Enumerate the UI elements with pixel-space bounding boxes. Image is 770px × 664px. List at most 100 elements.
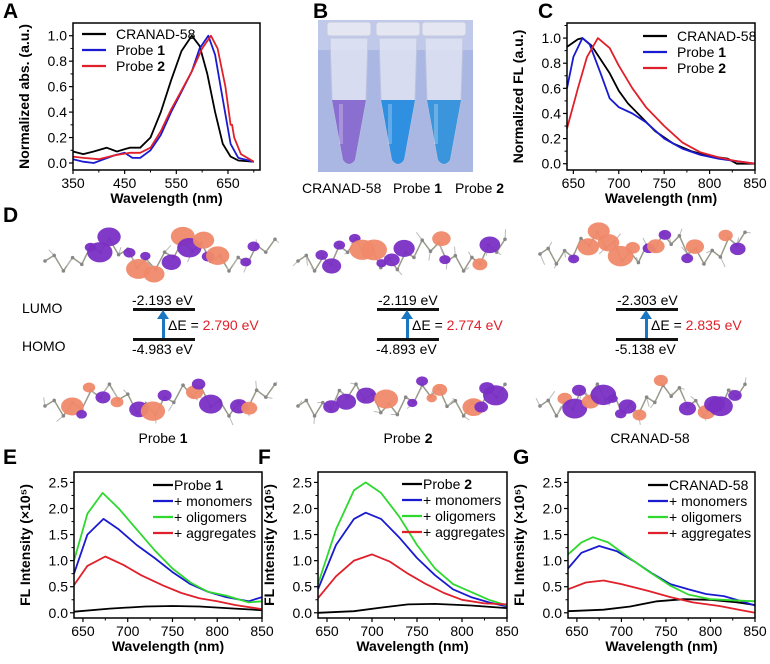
orbital-lobe-negative <box>568 254 580 264</box>
molecule-caption-cranad58: CRANAD-58 <box>610 430 690 446</box>
legend-text: Probe 2 <box>677 60 726 76</box>
x-axis-label: Wavelength (nm) <box>110 190 222 206</box>
legend: Probe 2+ monomers+ oligomers+ aggregates <box>402 476 505 540</box>
series-line-probe-1 <box>566 37 756 165</box>
molecule-atom <box>354 382 358 386</box>
homo-energy: -5.138 eV <box>615 341 676 357</box>
y-tick-label: 1.0 <box>542 30 562 46</box>
x-tick-label: 850 <box>743 175 767 191</box>
legend-item: Probe 2 <box>402 476 472 492</box>
x-axis-label: Wavelength (nm) <box>112 638 224 654</box>
orbital-lobe-positive <box>597 234 620 252</box>
lumo-orbital-cranad58 <box>538 222 751 269</box>
legend-text: Probe 2 <box>423 476 472 492</box>
x-tick-label: 750 <box>654 623 678 639</box>
molecule-atom <box>503 237 507 242</box>
orbital-lobe-negative <box>123 247 136 258</box>
series-line-aggregates <box>73 555 263 610</box>
x-tick-label: 650 <box>562 175 586 191</box>
tube-caption-probe2: Probe 2 <box>455 180 505 196</box>
orbital-lobe-positive <box>472 258 488 271</box>
x-tick-label: 650 <box>71 623 95 639</box>
panel-label-f: F <box>258 446 271 469</box>
molecule-bond <box>539 253 546 265</box>
molecule-atom <box>321 400 325 405</box>
panel-label-d: D <box>3 204 19 227</box>
homo-orbital-probe2 <box>296 376 509 424</box>
legend-text: + monomers <box>423 492 501 508</box>
plot-frame <box>73 471 263 619</box>
x-tick-label: 850 <box>495 623 519 639</box>
tube-2 <box>421 21 467 165</box>
legend-text-prefix: Probe <box>116 58 157 74</box>
orbital-lobe-negative <box>95 391 111 404</box>
orbital-lobe-positive <box>82 382 96 393</box>
molecule-atom <box>337 388 342 393</box>
lumo-energy: -2.303 eV <box>617 292 678 308</box>
y-axis-label: FL Intensity (×10⁵) <box>261 484 277 606</box>
orbital-lobe-negative <box>157 389 172 402</box>
legend-text: CRANAD-58 <box>669 477 749 493</box>
molecule-atom <box>264 395 268 399</box>
plot-frame <box>317 471 508 619</box>
molecule-atom <box>70 255 75 260</box>
x-tick-label: 750 <box>652 175 676 191</box>
lumo-orbital-probe2 <box>292 229 507 276</box>
molecule-atom <box>445 404 449 409</box>
arrowhead-icon <box>640 310 652 319</box>
molecule-atom <box>743 230 747 235</box>
series-line-monomers <box>73 518 263 603</box>
homo-level-line <box>133 338 195 341</box>
chart-a: 350 450 550 650 0.0 0.2 0.4 0.6 0.8 1.0 Wavelength… <box>16 22 261 206</box>
y-tick-label: 1.5 <box>293 527 313 543</box>
orbital-lobe-positive <box>426 393 437 403</box>
series-line-oligomers <box>567 536 756 603</box>
energy-gap: ΔE = 2.774 eV <box>412 317 503 333</box>
molecule-atom <box>296 259 300 263</box>
legend-item: + oligomers <box>153 509 247 525</box>
orbital-lobe-positive <box>577 238 600 256</box>
legend-text-prefix: Probe <box>677 44 718 60</box>
orbital-lobe-negative <box>87 242 113 263</box>
molecule-atom <box>538 252 542 256</box>
molecule-atom <box>296 404 300 408</box>
molecule-atom <box>43 404 47 408</box>
tube-solution <box>332 100 366 164</box>
molecule-atom <box>181 383 185 388</box>
legend-item: + aggregates <box>648 525 751 541</box>
tube-caption-probe1: Probe 1 <box>393 180 443 196</box>
x-tick-label: 850 <box>743 623 767 639</box>
y-tick-label: 0.5 <box>543 579 563 595</box>
molecule-atom <box>538 404 542 408</box>
y-tick-label: 0.0 <box>543 605 563 621</box>
orbital-lobe-positive <box>140 401 166 421</box>
series-line-probe-2 <box>566 37 756 165</box>
molecule-atom <box>595 382 600 386</box>
orbital-lobe-negative <box>240 257 252 267</box>
transition-arrow-icon <box>645 318 648 340</box>
orbital-lobe-negative <box>416 376 428 386</box>
series-line-cranad-58 <box>72 34 254 163</box>
legend-item: + monomers <box>648 493 747 509</box>
molecule-atom <box>61 269 66 273</box>
molecule-atom <box>312 269 317 273</box>
legend-item: Probe 1 <box>153 477 223 493</box>
tube-photo <box>318 20 473 172</box>
orbital-lobe-negative <box>356 387 377 404</box>
orbital-lobe-positive <box>625 242 640 254</box>
orbital-lobe-positive <box>653 374 668 387</box>
orbital-lobe-negative <box>708 396 733 417</box>
x-tick-label: 700 <box>116 623 140 639</box>
y-tick-label: 0.2 <box>542 131 562 147</box>
panel-label-g: G <box>513 446 530 469</box>
series-line-probe-1 <box>73 605 263 613</box>
y-axis-label: Normalized FL (a.u.) <box>510 30 526 164</box>
molecule-atom <box>718 255 723 259</box>
molecule-atom <box>162 250 167 254</box>
legend-text: CRANAD-58 <box>116 26 196 42</box>
molecule-atom <box>420 238 425 243</box>
legend-item: + monomers <box>402 492 501 508</box>
y-tick-label: 2.0 <box>543 501 563 517</box>
molecule-atom <box>743 382 747 387</box>
molecule-atom <box>546 246 550 251</box>
